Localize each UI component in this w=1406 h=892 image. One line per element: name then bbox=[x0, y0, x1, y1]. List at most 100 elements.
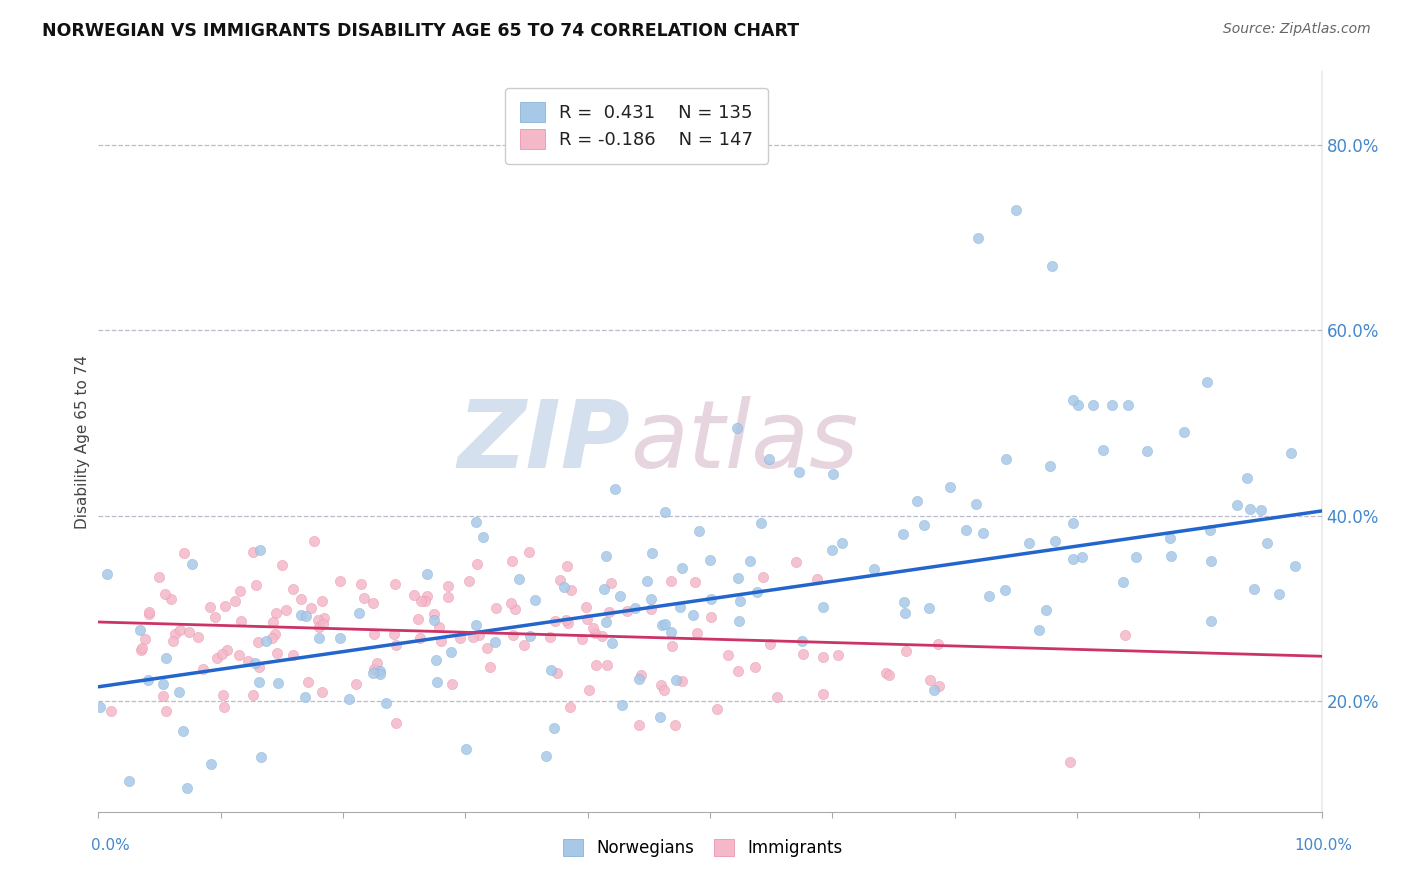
Point bbox=[409, 594, 432, 608]
Point bbox=[457, 574, 479, 588]
Point bbox=[426, 674, 449, 689]
Point bbox=[827, 648, 849, 662]
Point bbox=[671, 673, 693, 688]
Point bbox=[758, 451, 780, 466]
Point bbox=[307, 613, 329, 627]
Point bbox=[361, 596, 384, 610]
Point bbox=[281, 582, 304, 597]
Point bbox=[1045, 533, 1067, 548]
Point bbox=[894, 643, 917, 657]
Point bbox=[744, 660, 766, 674]
Point bbox=[167, 685, 190, 699]
Point bbox=[548, 573, 571, 587]
Point bbox=[519, 629, 541, 643]
Point bbox=[627, 672, 650, 686]
Point bbox=[262, 632, 284, 646]
Point bbox=[441, 677, 464, 691]
Point bbox=[592, 582, 614, 597]
Point bbox=[465, 618, 488, 632]
Point bbox=[129, 643, 152, 657]
Point bbox=[159, 591, 181, 606]
Point bbox=[368, 667, 391, 681]
Point bbox=[329, 632, 352, 646]
Point bbox=[229, 614, 252, 628]
Point bbox=[264, 607, 287, 621]
Point bbox=[534, 749, 557, 764]
Point bbox=[416, 566, 439, 581]
Point bbox=[200, 756, 222, 771]
Point bbox=[236, 654, 259, 668]
Point bbox=[440, 645, 463, 659]
Point bbox=[211, 648, 233, 662]
Point bbox=[1279, 446, 1302, 460]
Point bbox=[477, 641, 499, 656]
Point bbox=[363, 661, 385, 675]
Point bbox=[688, 524, 710, 538]
Point bbox=[134, 632, 156, 646]
Point bbox=[100, 704, 122, 718]
Point bbox=[1125, 549, 1147, 564]
Point bbox=[811, 687, 834, 701]
Point bbox=[173, 546, 195, 560]
Point bbox=[217, 643, 239, 657]
Point bbox=[89, 699, 111, 714]
Point bbox=[228, 648, 250, 663]
Point bbox=[1284, 558, 1306, 573]
Point bbox=[831, 536, 853, 550]
Point bbox=[1039, 458, 1062, 473]
Point bbox=[627, 717, 650, 731]
Point bbox=[965, 497, 987, 511]
Point bbox=[465, 516, 488, 530]
Point bbox=[821, 467, 844, 482]
Point bbox=[297, 674, 319, 689]
Point bbox=[641, 546, 664, 560]
Point bbox=[294, 690, 316, 704]
Point bbox=[558, 700, 581, 714]
Point bbox=[543, 721, 565, 735]
Text: atlas: atlas bbox=[630, 396, 859, 487]
Point bbox=[524, 592, 547, 607]
Point bbox=[180, 557, 202, 571]
Point bbox=[1062, 552, 1084, 566]
Point bbox=[461, 630, 484, 644]
Point bbox=[468, 628, 491, 642]
Point bbox=[955, 523, 977, 537]
Point bbox=[155, 704, 177, 718]
Point bbox=[152, 689, 174, 703]
Point bbox=[640, 592, 662, 607]
Point bbox=[416, 590, 439, 604]
Point bbox=[1197, 375, 1219, 389]
Point bbox=[350, 577, 373, 591]
Point bbox=[1101, 398, 1123, 412]
Point bbox=[162, 634, 184, 648]
Point bbox=[1136, 443, 1159, 458]
Point bbox=[581, 621, 603, 635]
Point bbox=[576, 612, 599, 626]
Point bbox=[312, 617, 335, 632]
Point bbox=[290, 608, 312, 623]
Point bbox=[454, 742, 477, 756]
Point bbox=[1112, 575, 1135, 590]
Text: 0.0%: 0.0% bbox=[91, 838, 131, 853]
Point bbox=[918, 600, 941, 615]
Point bbox=[271, 558, 294, 572]
Point bbox=[172, 723, 194, 738]
Point bbox=[384, 577, 406, 591]
Point bbox=[1250, 502, 1272, 516]
Point bbox=[198, 600, 221, 615]
Point bbox=[242, 545, 264, 559]
Point bbox=[423, 613, 446, 627]
Point bbox=[787, 465, 810, 479]
Point bbox=[353, 591, 375, 605]
Point bbox=[790, 633, 813, 648]
Point bbox=[875, 665, 897, 680]
Point bbox=[281, 648, 304, 662]
Point bbox=[602, 635, 624, 649]
Point bbox=[247, 675, 270, 690]
Point bbox=[1081, 398, 1104, 412]
Point bbox=[465, 557, 488, 571]
Point bbox=[484, 635, 506, 649]
Point bbox=[204, 610, 226, 624]
Point bbox=[382, 626, 405, 640]
Text: NORWEGIAN VS IMMIGRANTS DISABILITY AGE 65 TO 74 CORRELATION CHART: NORWEGIAN VS IMMIGRANTS DISABILITY AGE 6… bbox=[42, 22, 799, 40]
